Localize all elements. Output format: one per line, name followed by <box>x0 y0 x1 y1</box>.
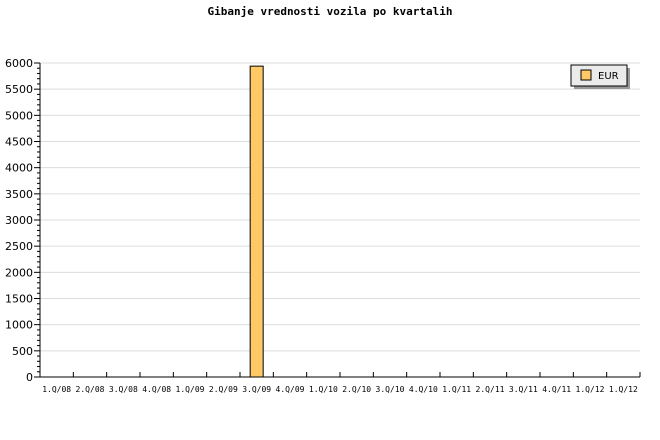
y-tick-label: 2500 <box>5 240 33 253</box>
x-tick-label: 1.Q/12 <box>576 385 605 394</box>
x-tick-label: 2.Q/09 <box>209 385 238 394</box>
x-tick-label: 1.Q/10 <box>309 385 338 394</box>
y-tick-label: 5000 <box>5 109 33 122</box>
y-tick-label: 4000 <box>5 162 33 175</box>
x-tick-label: 1.Q/11 <box>442 385 471 394</box>
x-tick-label: 3.Q/11 <box>509 385 538 394</box>
legend-swatch-eur <box>580 69 592 81</box>
x-tick-labels: 1.Q/08 2.Q/08 3.Q/08 4.Q/08 1.Q/09 2.Q/09 3.Q/… <box>42 385 638 394</box>
y-tick-label: 0 <box>26 371 33 384</box>
y-tick-label: 4500 <box>5 136 33 149</box>
x-tick-label: 4.Q/10 <box>409 385 438 394</box>
y-tick-label: 500 <box>12 345 33 358</box>
x-tick-label: 4.Q/11 <box>542 385 571 394</box>
y-tick-label: 2000 <box>5 266 33 279</box>
y-tick-label: 5500 <box>5 83 33 96</box>
y-tick-label: 1000 <box>5 319 33 332</box>
x-tick-label: 1.Q/09 <box>176 385 205 394</box>
legend: EUR <box>570 64 630 89</box>
y-tick-labels: 0 500 1000 1500 2000 2500 3000 3500 4000 4500 5000… <box>5 57 33 384</box>
y-tick-label: 3000 <box>5 214 33 227</box>
gridlines <box>40 62 640 352</box>
y-tick-label: 1500 <box>5 293 33 306</box>
x-tick-label: 4.Q/08 <box>142 385 171 394</box>
chart-title: Gibanje vrednosti vozila po kvartalih <box>207 5 452 18</box>
y-tick-label: 6000 <box>5 57 33 70</box>
x-tick-label: 2.Q/08 <box>76 385 105 394</box>
bars <box>249 65 264 378</box>
axes <box>34 62 641 378</box>
x-tick-label: 4.Q/09 <box>276 385 305 394</box>
x-tick-label: 2.Q/10 <box>342 385 371 394</box>
x-tick-label: 2.Q/11 <box>476 385 505 394</box>
legend-label-eur: EUR <box>598 71 619 82</box>
bar-3.Q/09 <box>249 65 264 378</box>
x-tick-label: 3.Q/10 <box>376 385 405 394</box>
y-tick-label: 3500 <box>5 188 33 201</box>
x-tick-label: 1.Q/12 <box>609 385 638 394</box>
x-tick-label: 1.Q/08 <box>42 385 71 394</box>
x-tick-label: 3.Q/08 <box>109 385 138 394</box>
x-tick-label: 3.Q/09 <box>242 385 271 394</box>
